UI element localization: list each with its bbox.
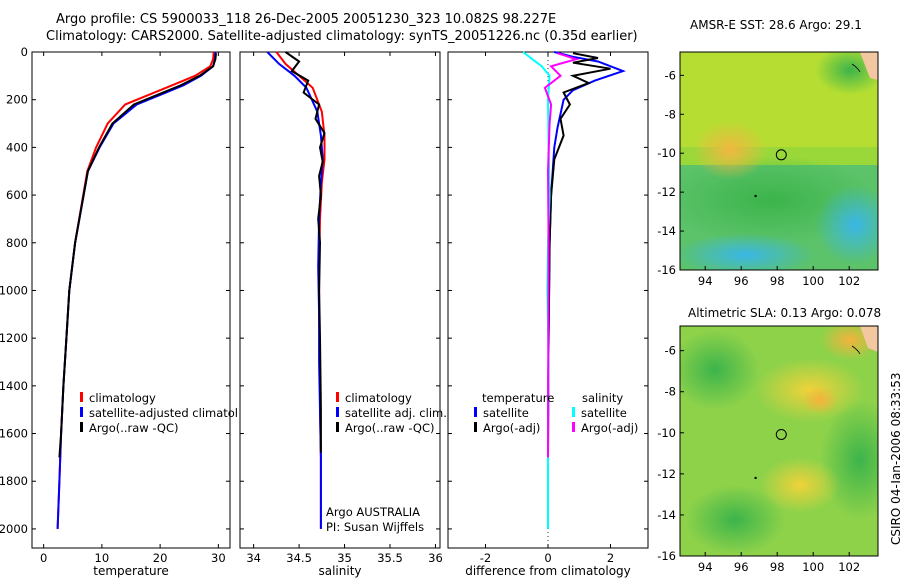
sst-map-title: AMSR-E SST: 28.6 Argo: 29.1 bbox=[690, 18, 862, 32]
legend-item-argo: Argo(-adj) bbox=[474, 421, 554, 436]
y-tick-label: 1000 bbox=[0, 283, 28, 297]
legend-label: satellite-adjusted climatology bbox=[89, 406, 238, 420]
sla-map-title: Altimetric SLA: 0.13 Argo: 0.078 bbox=[688, 306, 882, 320]
legend-label: climatology bbox=[89, 391, 156, 405]
y-tick-label: -6 bbox=[665, 344, 676, 358]
y-tick-label: 400 bbox=[6, 140, 28, 154]
legend-item-argo: Argo(..raw -QC) bbox=[336, 421, 447, 436]
x-tick-label: 94 bbox=[698, 274, 713, 288]
y-tick-label: 800 bbox=[6, 236, 28, 250]
sst-map-frame bbox=[679, 51, 879, 271]
argo-float-marker bbox=[775, 428, 787, 440]
x-tick-label: 98 bbox=[770, 560, 785, 574]
y-tick-label: -14 bbox=[657, 224, 676, 238]
legend-title: salinity bbox=[582, 391, 624, 405]
y-tick-label: -14 bbox=[657, 508, 676, 522]
legend-label: Argo(..raw -QC) bbox=[89, 421, 179, 435]
sla-map-field bbox=[680, 326, 878, 556]
difference-profile-xlabel: difference from climatology bbox=[465, 564, 631, 578]
y-tick-label: 1800 bbox=[0, 474, 28, 488]
legend-item-climatology: climatology bbox=[336, 391, 447, 406]
y-tick-label: -16 bbox=[657, 549, 676, 563]
x-tick-label: 34 bbox=[246, 551, 261, 565]
y-tick-label: -8 bbox=[665, 385, 676, 399]
legend-item-satellite: satellite-adjusted climatology bbox=[80, 406, 238, 421]
x-tick-label: 20 bbox=[153, 551, 168, 565]
legend-label: Argo(-adj) bbox=[581, 421, 639, 435]
y-tick-label: 2000 bbox=[0, 522, 28, 536]
header-line-1: Argo profile: CS 5900033_118 26-Dec-2005… bbox=[56, 12, 557, 27]
y-tick-label: 0 bbox=[21, 45, 28, 59]
legend-item-argo: Argo(-adj) bbox=[572, 421, 638, 436]
y-tick-label: 1400 bbox=[0, 379, 28, 393]
x-tick-label: 96 bbox=[734, 274, 749, 288]
x-tick-label: -2 bbox=[480, 551, 491, 565]
float-owner-annotation: Argo AUSTRALIA PI: Susan Wijffels bbox=[326, 505, 424, 535]
x-tick-label: 30 bbox=[211, 551, 226, 565]
x-tick-label: 98 bbox=[770, 274, 785, 288]
x-tick-label: 100 bbox=[802, 274, 824, 288]
legend-item-argo: Argo(..raw -QC) bbox=[80, 421, 238, 436]
series-argo-raw-qc- bbox=[284, 51, 326, 453]
legend-label: Argo(..raw -QC) bbox=[345, 421, 435, 435]
y-tick-label: -16 bbox=[657, 263, 676, 277]
legend-item-satellite: satellite bbox=[572, 406, 638, 421]
legend-item-satellite: satellite adj. clim. bbox=[336, 406, 447, 421]
temperature-profile-xlabel: temperature bbox=[93, 564, 168, 578]
salinity-legend: climatology satellite adj. clim. Argo(..… bbox=[336, 391, 447, 436]
sla-map-frame bbox=[679, 325, 879, 557]
side-timestamp: CSIRO 04-Jan-2006 08:33:53 bbox=[889, 372, 900, 545]
annotation-pi: PI: Susan Wijffels bbox=[326, 520, 425, 534]
y-tick-label: 1600 bbox=[0, 427, 28, 441]
header-line-2: Climatology: CARS2000. Satellite-adjuste… bbox=[46, 29, 638, 44]
temperature-profile-axes bbox=[31, 51, 231, 549]
x-tick-label: 35.5 bbox=[377, 551, 403, 565]
argo-float-marker bbox=[775, 149, 787, 161]
x-tick-label: 2 bbox=[607, 551, 614, 565]
x-tick-label: 96 bbox=[734, 560, 749, 574]
series-salinity-argo-adj- bbox=[543, 52, 580, 458]
x-tick-label: 0 bbox=[40, 551, 47, 565]
y-tick-label: -10 bbox=[657, 146, 676, 160]
legend-label: Argo(-adj) bbox=[483, 421, 541, 435]
y-tick-label: -12 bbox=[657, 467, 676, 481]
difference-salinity-legend: salinity satellite Argo(-adj) bbox=[572, 391, 638, 436]
x-tick-label: 34.5 bbox=[286, 551, 312, 565]
legend-item-climatology: climatology bbox=[80, 391, 238, 406]
salinity-profile-xlabel: salinity bbox=[318, 564, 361, 578]
island-dot bbox=[754, 476, 757, 480]
y-tick-label: 200 bbox=[6, 93, 28, 107]
salinity-profile-axes bbox=[239, 51, 441, 549]
y-tick-label: -10 bbox=[657, 426, 676, 440]
legend-label: satellite bbox=[581, 406, 627, 420]
island-dot bbox=[754, 194, 757, 198]
legend-label: satellite adj. clim. bbox=[345, 406, 447, 420]
y-tick-label: 1200 bbox=[0, 331, 28, 345]
annotation-program: Argo AUSTRALIA bbox=[326, 505, 421, 519]
x-tick-label: 102 bbox=[838, 560, 860, 574]
y-tick-label: -12 bbox=[657, 185, 676, 199]
legend-title: temperature bbox=[482, 391, 555, 405]
legend-item-satellite: satellite bbox=[474, 406, 554, 421]
sst-map-field bbox=[680, 52, 878, 270]
legend-label: climatology bbox=[345, 391, 412, 405]
series-temperature-argo-adj- bbox=[547, 52, 611, 458]
y-tick-label: -6 bbox=[665, 68, 676, 82]
x-tick-label: 0 bbox=[544, 551, 551, 565]
x-tick-label: 36 bbox=[428, 551, 443, 565]
x-tick-label: 100 bbox=[802, 560, 824, 574]
difference-temperature-legend: temperature satellite Argo(-adj) bbox=[474, 391, 554, 436]
temperature-legend: climatology satellite-adjusted climatolo… bbox=[80, 391, 238, 436]
x-tick-label: 94 bbox=[698, 560, 713, 574]
x-tick-label: 35 bbox=[337, 551, 352, 565]
x-tick-label: 10 bbox=[95, 551, 110, 565]
x-tick-label: 102 bbox=[838, 274, 860, 288]
y-tick-label: 600 bbox=[6, 188, 28, 202]
series-argo-raw-qc- bbox=[58, 53, 217, 458]
y-tick-label: -8 bbox=[665, 107, 676, 121]
legend-label: satellite bbox=[483, 406, 529, 420]
